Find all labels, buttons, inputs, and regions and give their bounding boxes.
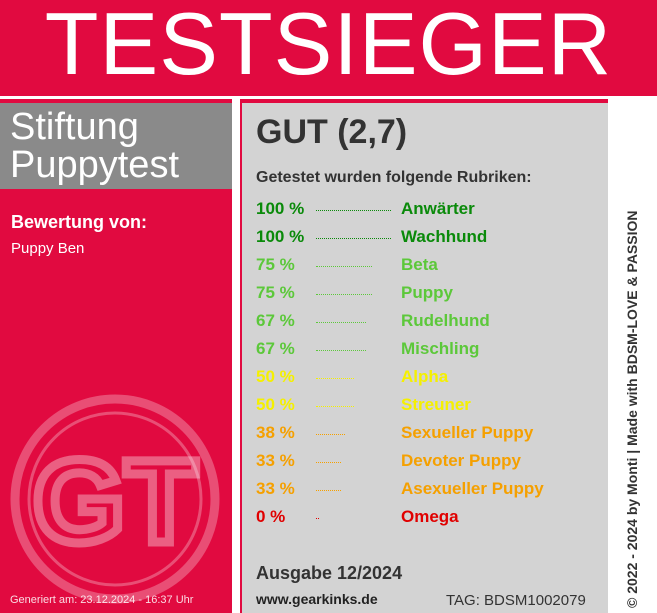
testsieger-banner: TESTSIEGER: [0, 0, 657, 96]
banner-title: TESTSIEGER: [44, 0, 613, 93]
rubric-row: 75 % Beta: [256, 255, 596, 279]
rubric-row: 50 % Alpha: [256, 367, 596, 391]
rubric-percent: 75 %: [256, 255, 295, 274]
rubric-name: Sexueller Puppy: [401, 423, 534, 442]
rubric-bar: [316, 294, 372, 295]
rubric-bar: [316, 238, 391, 239]
rubric-name: Omega: [401, 507, 459, 526]
rubric-percent: 67 %: [256, 339, 295, 358]
rubric-percent: 33 %: [256, 451, 295, 470]
rubric-name: Beta: [401, 255, 438, 274]
rubric-name: Anwärter: [401, 199, 475, 218]
rating-label: Bewertung von:: [11, 212, 148, 232]
rubric-percent: 50 %: [256, 395, 295, 414]
rubric-bar: [316, 518, 319, 519]
rubric-name: Streuner: [401, 395, 471, 414]
result-panel: GUT (2,7) Getestet wurden folgende Rubri…: [242, 103, 608, 613]
rubric-row: 100 % Wachhund: [256, 227, 596, 251]
rubric-bar: [316, 462, 341, 463]
rubric-bar: [316, 350, 366, 351]
gt-seal-icon: GT: [10, 394, 220, 604]
rubric-row: 33 % Asexueller Puppy: [256, 479, 596, 503]
rubric-percent: 33 %: [256, 479, 295, 498]
rubric-row: 0 % Omega: [256, 507, 596, 531]
rubric-row: 75 % Puppy: [256, 283, 596, 307]
rubric-row: 33 % Devoter Puppy: [256, 451, 596, 475]
rubric-row: 100 % Anwärter: [256, 199, 596, 223]
rubric-percent: 100 %: [256, 199, 305, 218]
separator: [232, 99, 240, 613]
rubric-bar: [316, 322, 366, 323]
rubric-percent: 38 %: [256, 423, 295, 442]
divider: [0, 96, 657, 99]
rubric-percent: 50 %: [256, 367, 295, 386]
logo-line-1: Stiftung: [10, 106, 139, 148]
rubric-percent: 0 %: [256, 507, 286, 526]
rubric-name: Mischling: [401, 339, 480, 358]
rubric-bar: [316, 490, 341, 491]
grade: GUT (2,7): [256, 113, 408, 151]
rubric-name: Puppy: [401, 283, 453, 302]
rubric-bar: [316, 406, 354, 407]
tag-id: TAG: BDSM1002079: [446, 592, 586, 609]
credit-bar: [608, 99, 657, 613]
generated-timestamp: Generiert am: 23.12.2024 - 16:37 Uhr: [10, 594, 194, 606]
rubric-row: 38 % Sexueller Puppy: [256, 423, 596, 447]
seal-letters: GT: [33, 436, 197, 568]
logo: Stiftung Puppytest: [0, 103, 232, 189]
rubric-percent: 75 %: [256, 283, 295, 302]
rubrics-heading: Getestet wurden folgende Rubriken:: [256, 169, 532, 186]
rubric-percent: 100 %: [256, 227, 305, 246]
rubric-row: 50 % Streuner: [256, 395, 596, 419]
edition: Ausgabe 12/2024: [256, 563, 403, 583]
rubric-name: Alpha: [401, 367, 449, 386]
rubric-bar: [316, 210, 391, 211]
logo-line-2: Puppytest: [10, 144, 179, 186]
rubric-name: Rudelhund: [401, 311, 490, 330]
rubric-name: Asexueller Puppy: [401, 479, 544, 498]
rubric-bar: [316, 434, 345, 435]
rubric-row: 67 % Mischling: [256, 339, 596, 363]
rubric-bar: [316, 266, 372, 267]
rating-name: Puppy Ben: [11, 240, 85, 257]
website-link[interactable]: www.gearkinks.de: [256, 591, 378, 607]
rubric-row: 67 % Rudelhund: [256, 311, 596, 335]
rubric-name: Wachhund: [401, 227, 488, 246]
rubric-name: Devoter Puppy: [401, 451, 521, 470]
credit-text: © 2022 - 2024 by Monti | Made with BDSM-…: [624, 210, 640, 609]
rubric-bar: [316, 378, 354, 379]
rubric-percent: 67 %: [256, 311, 295, 330]
